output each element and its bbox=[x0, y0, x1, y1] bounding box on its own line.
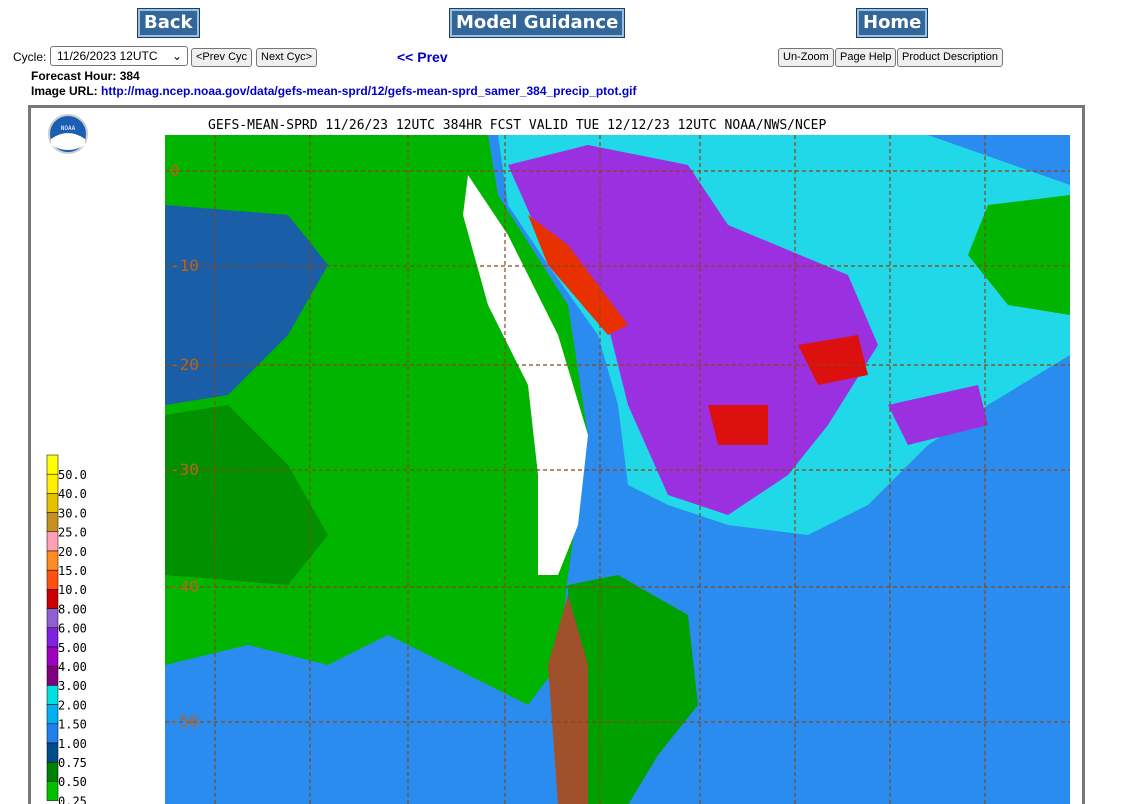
legend-swatch bbox=[46, 761, 59, 782]
legend-label: 1.50 bbox=[58, 718, 87, 732]
cycle-value: 11/26/2023 12UTC bbox=[57, 49, 158, 63]
legend-swatch bbox=[46, 608, 59, 629]
legend-swatch bbox=[46, 512, 59, 533]
legend-swatch bbox=[46, 723, 59, 744]
legend-swatch bbox=[46, 646, 59, 667]
legend-label: 15.0 bbox=[58, 564, 87, 578]
home-button[interactable]: Home bbox=[855, 8, 929, 38]
purple-area bbox=[508, 145, 878, 515]
legend-swatch bbox=[46, 589, 59, 609]
green-area-atlantic bbox=[968, 195, 1070, 315]
red-area-andes bbox=[528, 215, 628, 335]
legend-swatch bbox=[46, 550, 59, 571]
dropdown-arrow: ⌄ bbox=[171, 49, 182, 63]
legend-label: 25.0 bbox=[58, 526, 87, 540]
andes-south bbox=[548, 595, 588, 804]
page-help-button[interactable]: Page Help bbox=[835, 48, 897, 67]
forecast-map: NOAA GEFS-MEAN-SPRD 11/26/23 12UTC 384HR… bbox=[28, 105, 1085, 804]
red-area-brazil bbox=[708, 335, 868, 445]
legend-swatch bbox=[46, 454, 59, 475]
legend-label: 20.0 bbox=[58, 545, 87, 559]
legend-label: 50.0 bbox=[58, 468, 87, 482]
legend-label: 6.00 bbox=[58, 622, 87, 636]
lat-label: 0 bbox=[170, 161, 180, 180]
legend-swatch bbox=[46, 781, 59, 801]
image-url-label: Image URL: bbox=[31, 84, 98, 98]
legend-label: 40.0 bbox=[58, 487, 87, 501]
dark-blue-area bbox=[165, 205, 328, 405]
map-grid bbox=[165, 135, 1070, 804]
legend-swatch bbox=[46, 531, 59, 552]
legend-swatch bbox=[46, 685, 59, 705]
forecast-hour: Forecast Hour: 384 bbox=[31, 69, 140, 83]
prev-link[interactable]: << Prev bbox=[397, 49, 448, 65]
legend-label: 8.00 bbox=[58, 602, 87, 616]
legend-swatch bbox=[46, 742, 59, 763]
forecast-hour-label: Forecast Hour: bbox=[31, 69, 117, 83]
product-description-button[interactable]: Product Description bbox=[897, 48, 1003, 67]
purple-area-atlantic bbox=[888, 385, 988, 445]
lat-label: -50 bbox=[170, 712, 199, 731]
legend-label: 3.00 bbox=[58, 679, 87, 693]
model-guidance-button[interactable]: Model Guidance bbox=[448, 8, 626, 38]
map-image: 0 -10 -20 -30 -40 -50 bbox=[165, 135, 1070, 804]
legend-swatch bbox=[46, 627, 59, 648]
legend-label: 4.00 bbox=[58, 660, 87, 674]
legend-swatch bbox=[46, 473, 59, 494]
legend-label: 0.25 bbox=[58, 794, 87, 804]
forecast-hour-value: 384 bbox=[119, 69, 140, 83]
white-area bbox=[463, 175, 588, 575]
cycle-select[interactable]: 11/26/2023 12UTC ⌄ bbox=[50, 46, 188, 66]
legend-label: 30.0 bbox=[58, 506, 87, 520]
legend-label: 0.50 bbox=[58, 775, 87, 789]
image-url-link[interactable]: http://mag.ncep.noaa.gov/data/gefs-mean-… bbox=[101, 84, 637, 98]
legend-label: 5.00 bbox=[58, 641, 87, 655]
legend: 50.0 40.0 30.0 25.0 20.0 15.0 10.0 8.00 6.00 5.00… bbox=[46, 454, 87, 804]
legend-label: 0.75 bbox=[58, 756, 87, 770]
legend-swatch bbox=[46, 569, 59, 590]
map-title: GEFS-MEAN-SPRD 11/26/23 12UTC 384HR FCST… bbox=[208, 118, 826, 133]
lat-label: -10 bbox=[170, 256, 199, 275]
lat-label: -20 bbox=[170, 355, 199, 374]
logo-text: NOAA bbox=[61, 125, 76, 132]
dark-green-area bbox=[165, 405, 328, 585]
lat-labels: 0 -10 -20 -30 -40 -50 bbox=[170, 161, 199, 731]
logo-wave bbox=[51, 133, 85, 150]
cycle-label: Cycle: bbox=[13, 50, 47, 64]
legend-swatch bbox=[46, 493, 59, 513]
lat-label: -30 bbox=[170, 460, 199, 479]
legend-label: 1.00 bbox=[58, 737, 87, 751]
legend-swatch bbox=[46, 704, 59, 725]
unzoom-button[interactable]: Un-Zoom bbox=[778, 48, 834, 67]
legend-label: 2.00 bbox=[58, 698, 87, 712]
back-button[interactable]: Back bbox=[137, 8, 200, 38]
next-cycle-button[interactable]: Next Cyc> bbox=[256, 48, 318, 67]
prev-cycle-button[interactable]: <Prev Cyc bbox=[191, 48, 253, 67]
legend-swatch bbox=[46, 665, 59, 686]
lat-label: -40 bbox=[170, 577, 199, 596]
legend-label: 10.0 bbox=[58, 583, 87, 597]
image-url: Image URL: http://mag.ncep.noaa.gov/data… bbox=[31, 84, 637, 98]
